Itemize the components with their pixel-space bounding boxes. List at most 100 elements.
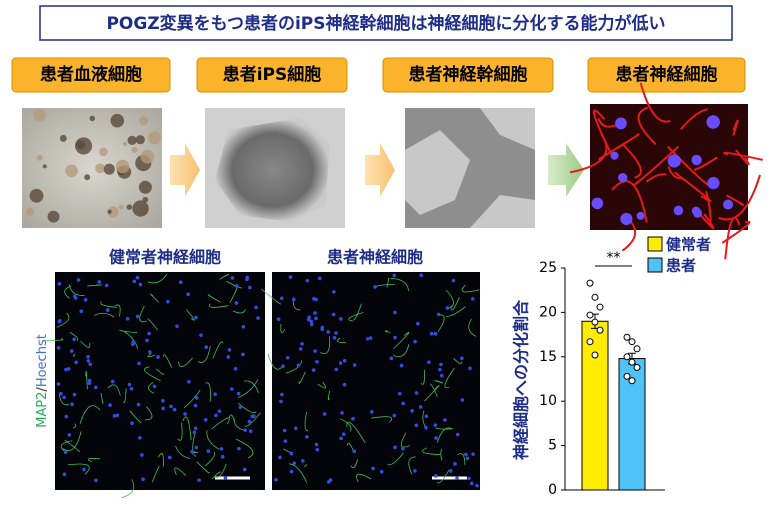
neurite	[121, 479, 135, 499]
data-point	[633, 363, 641, 371]
nucleus	[322, 412, 327, 416]
legend-label: 健常者	[666, 236, 711, 254]
nucleus	[235, 284, 239, 288]
nucleus	[274, 477, 278, 482]
stage-box	[196, 57, 348, 93]
neurite	[144, 366, 161, 381]
neurite	[147, 273, 168, 284]
nucleus	[183, 412, 187, 416]
cell	[132, 200, 149, 217]
nucleus	[436, 312, 441, 317]
cell	[138, 180, 152, 194]
nucleus	[241, 352, 245, 357]
neurite	[705, 191, 712, 222]
cell	[29, 188, 44, 203]
nucleus	[197, 478, 201, 482]
data-point	[591, 318, 599, 326]
neurite	[205, 382, 211, 402]
nucleus	[230, 387, 234, 391]
neurite	[175, 445, 191, 459]
nucleus	[104, 283, 109, 288]
nucleus	[282, 428, 287, 433]
neurite	[598, 133, 640, 161]
data-point	[591, 293, 599, 301]
nucleus	[314, 316, 318, 321]
cell	[36, 154, 43, 161]
nucleus	[217, 409, 222, 413]
neurite	[177, 422, 183, 441]
neurite	[232, 309, 246, 314]
nucleus	[693, 208, 703, 218]
nucleus	[175, 324, 179, 328]
nucleus	[132, 279, 137, 284]
cell	[89, 115, 96, 122]
nucleus	[392, 273, 397, 278]
neurite	[152, 465, 160, 483]
nucleus	[127, 382, 132, 387]
neurite	[434, 427, 454, 430]
neurite	[392, 344, 410, 358]
nucleus	[465, 456, 470, 461]
nucleus	[242, 467, 247, 472]
data-point	[633, 345, 641, 353]
nucleus	[248, 285, 252, 290]
neurite	[87, 284, 103, 287]
nucleus	[455, 432, 460, 437]
neurite	[155, 368, 165, 375]
nucleus	[334, 367, 339, 372]
nucleus	[166, 299, 170, 304]
neurite	[107, 384, 121, 396]
neurite	[100, 392, 104, 405]
neurite	[336, 337, 346, 344]
neurite	[119, 329, 138, 334]
nucleus	[445, 306, 450, 310]
nucleus	[393, 335, 397, 340]
nucleus	[194, 395, 199, 400]
nucleus	[636, 211, 645, 220]
nucleus	[298, 347, 303, 351]
nucleus	[83, 298, 88, 302]
nucleus	[453, 462, 457, 466]
data-point	[623, 372, 631, 380]
y-tick-label: 10	[539, 393, 557, 409]
stages: 患者血液細胞 患者iPS細胞 患者神経幹細胞 患者神経細胞	[11, 57, 746, 93]
title: POGZ変異をもつ患者のiPS神経幹細胞は神経細胞に分化する能力が低い	[106, 13, 665, 34]
neurite	[393, 331, 410, 350]
nucleus	[247, 419, 252, 424]
nucleus	[204, 345, 209, 349]
nucleus	[464, 452, 468, 457]
nucleus	[172, 407, 177, 412]
neurite	[68, 463, 90, 475]
nucleus	[227, 348, 232, 352]
nucleus	[82, 467, 86, 472]
nucleus	[706, 115, 720, 129]
neurite	[185, 309, 195, 321]
nucleus	[238, 405, 243, 409]
neurite	[674, 171, 712, 203]
neurite	[60, 440, 73, 453]
nucleus	[292, 461, 297, 466]
nucleus	[418, 405, 423, 409]
nucleus	[352, 363, 357, 367]
neurite	[319, 336, 331, 355]
data-point	[628, 338, 636, 346]
neurite	[219, 273, 229, 280]
nucleus	[315, 447, 320, 452]
nucleus	[312, 297, 316, 301]
nucleus	[79, 309, 84, 314]
nucleus	[467, 476, 471, 481]
nucleus	[248, 429, 253, 433]
neurite	[429, 383, 438, 397]
cell	[135, 135, 145, 145]
nucleus	[97, 280, 101, 284]
nucleus	[256, 316, 260, 320]
neurite	[390, 277, 409, 291]
cell	[33, 108, 46, 122]
cell	[123, 141, 128, 146]
nucleus	[213, 392, 217, 396]
nucleus	[87, 378, 92, 383]
nucleus	[667, 154, 681, 168]
nucleus	[399, 363, 404, 368]
neurite	[718, 174, 761, 221]
